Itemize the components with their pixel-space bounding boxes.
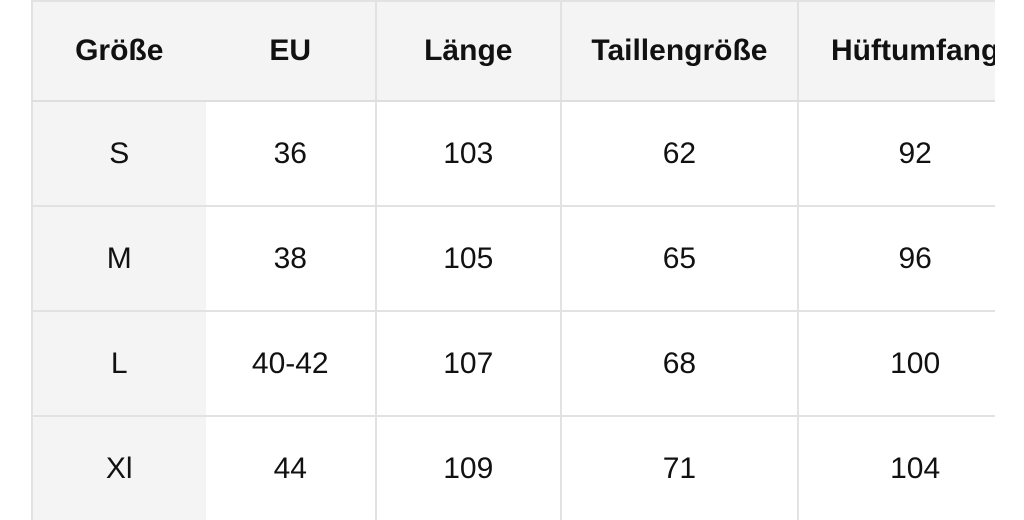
- table-row-s: S 36 103 62 92: [32, 101, 995, 207]
- cell-taillengroesse: 68: [559, 311, 799, 417]
- cell-laenge: 109: [375, 416, 561, 520]
- cell-hueftumfang: 104: [797, 416, 995, 520]
- row-label-size: L: [32, 311, 206, 417]
- table-row-l: L 40-42 107 68 100: [32, 311, 995, 417]
- table-row-xl: Xl 44 109 71 104: [32, 416, 995, 520]
- table-row-m: M 38 105 65 96: [32, 206, 995, 312]
- size-table: Größe EU Länge Taillengröße Hüftumfang S…: [31, 0, 995, 520]
- row-label-size: Xl: [32, 416, 206, 520]
- cell-eu: 38: [205, 206, 377, 312]
- row-label-size: M: [32, 206, 206, 312]
- cell-hueftumfang: 100: [797, 311, 995, 417]
- cell-taillengroesse: 62: [559, 101, 799, 207]
- cell-eu: 36: [205, 101, 377, 207]
- header-cell-eu: EU: [205, 1, 377, 102]
- cell-laenge: 103: [375, 101, 561, 207]
- cell-laenge: 107: [375, 311, 561, 417]
- header-cell-groesse: Größe: [32, 1, 206, 102]
- header-cell-laenge: Länge: [375, 1, 561, 102]
- header-cell-taillengroesse: Taillengröße: [559, 1, 799, 102]
- cell-eu: 40-42: [205, 311, 377, 417]
- cell-taillengroesse: 65: [559, 206, 799, 312]
- cell-taillengroesse: 71: [559, 416, 799, 520]
- cell-hueftumfang: 92: [797, 101, 995, 207]
- row-label-size: S: [32, 101, 206, 207]
- cell-hueftumfang: 96: [797, 206, 995, 312]
- size-table-viewport: Größe EU Länge Taillengröße Hüftumfang S…: [31, 0, 995, 520]
- cell-laenge: 105: [375, 206, 561, 312]
- cell-eu: 44: [205, 416, 377, 520]
- header-cell-hueftumfang: Hüftumfang: [797, 1, 995, 102]
- header-row: Größe EU Länge Taillengröße Hüftumfang: [32, 1, 995, 102]
